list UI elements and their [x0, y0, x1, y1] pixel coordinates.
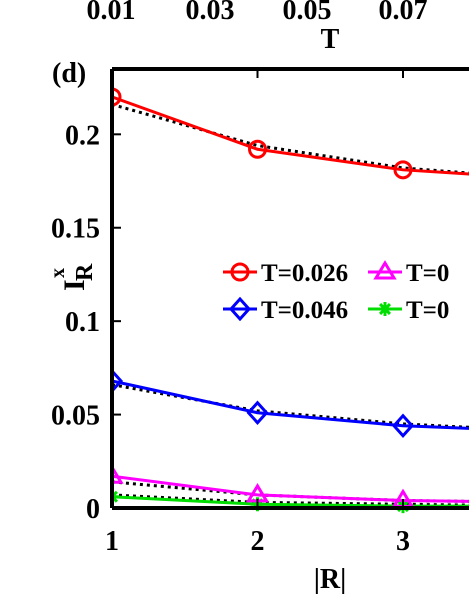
legend-marker [378, 302, 392, 316]
y-tick-label: 0 [86, 494, 100, 525]
y-ticks: 0 0.05 0.1 0.15 0.2 [51, 120, 121, 525]
top-axis-tick-label: 0.07 [379, 0, 428, 26]
legend-label: T=0.026 [261, 260, 348, 287]
legend-marker [230, 262, 250, 282]
legend-label: T=0 [406, 260, 449, 287]
data-point [391, 413, 415, 439]
series-line [112, 95, 469, 176]
legend-entry: T=0.046 [223, 296, 348, 324]
data-point [246, 400, 269, 425]
y-tick-label: 0.1 [65, 307, 100, 338]
legend-label: T=0 [406, 297, 449, 324]
legend-entry: T=0 [368, 260, 449, 287]
series-line [112, 474, 469, 503]
top-axis-tick-label: 0.03 [186, 0, 235, 26]
data-point [112, 87, 122, 107]
data-point [393, 160, 413, 180]
y-tick-label: 0.05 [51, 401, 100, 432]
series-line [112, 379, 469, 430]
y-tick-label: 0.2 [65, 120, 100, 151]
fit-line [112, 102, 469, 175]
data-point [112, 464, 124, 484]
y-axis-label-main: I [58, 279, 91, 291]
x-ticks: 1 2 3 [105, 69, 410, 557]
fit-line [112, 493, 469, 507]
top-axis-tick-label: 0.01 [87, 0, 136, 26]
data-point [248, 139, 267, 159]
data-point [112, 368, 124, 394]
panel-label: (d) [52, 58, 86, 89]
legend-marker [228, 296, 252, 322]
legend-entry: T=0.026 [223, 260, 348, 287]
data-point [112, 489, 119, 504]
x-tick-label: 1 [105, 526, 119, 557]
y-axis-label: I x R [47, 263, 98, 291]
legend-entry: T=0 [368, 297, 449, 324]
series-line [112, 495, 469, 508]
top-axis-label: T [321, 24, 340, 55]
legend-label: T=0.046 [261, 297, 348, 324]
x-tick-label: 3 [396, 526, 410, 557]
legend: T=0.026 T=0 T=0.046 T=0 [223, 260, 449, 324]
y-axis-label-sub: R [72, 263, 98, 281]
legend-marker [373, 260, 397, 280]
y-tick-label: 0.15 [51, 214, 100, 245]
x-axis-label: |R| [314, 564, 347, 595]
top-axis-tick-label: 0.05 [283, 0, 332, 26]
y-axis-label-sup: x [47, 268, 69, 278]
x-tick-label: 2 [251, 526, 265, 557]
top-axis: 0.01 0.03 0.05 0.07 T [87, 0, 428, 55]
